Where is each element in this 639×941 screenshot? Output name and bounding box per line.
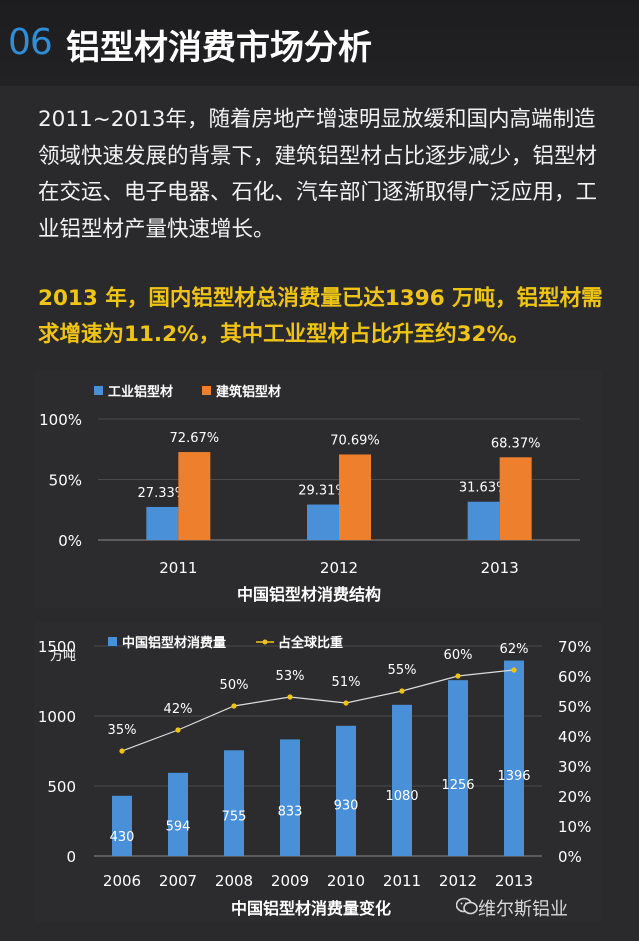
data-label: 755: [222, 809, 247, 824]
bar: [307, 504, 339, 540]
x-tick-label: 2009: [271, 872, 309, 890]
y-right-tick-label: 0%: [558, 848, 582, 866]
bar: [339, 454, 371, 540]
data-label: 1080: [385, 789, 418, 804]
line-data-label: 50%: [220, 678, 249, 693]
x-tick-label: 2011: [383, 872, 421, 890]
line-data-label: 51%: [332, 675, 361, 690]
bar: [112, 795, 132, 856]
data-label: 1256: [441, 778, 474, 793]
y-right-tick-label: 20%: [558, 788, 591, 806]
y-right-tick-label: 60%: [558, 668, 591, 686]
line-data-label: 42%: [164, 702, 193, 717]
data-label: 31.63%: [459, 481, 509, 496]
x-tick-label: 2006: [103, 872, 141, 890]
x-tick-label: 2013: [495, 872, 533, 890]
bar: [280, 739, 300, 856]
legend-label: 工业铝型材: [108, 384, 173, 400]
chart-title: 中国铝型材消费结构: [237, 585, 381, 604]
line-marker: [343, 700, 349, 706]
y-right-tick-label: 70%: [558, 638, 591, 656]
y-left-tick-label: 500: [47, 778, 76, 796]
consumption-volume-chart: 0500100015000%10%20%30%40%50%60%70%万吨中国铝…: [38, 635, 592, 918]
legend-swatch: [202, 386, 211, 395]
legend-marker: [262, 639, 268, 645]
bar: [448, 680, 468, 856]
x-tick-label: 2010: [327, 872, 365, 890]
line-marker: [175, 727, 181, 733]
y-tick-label: 0%: [58, 532, 82, 550]
x-tick-label: 2013: [481, 559, 519, 577]
line-marker: [511, 667, 517, 673]
page-title: 铝型材消费市场分析: [66, 28, 372, 68]
line-marker: [455, 673, 461, 679]
consumption-structure-panel: 工业铝型材 建筑铝型材 0% 50% 100% 2011 27.33% 72.67% 2012 2…: [34, 370, 602, 608]
header-bar: 06 铝型材消费市场分析: [0, 0, 639, 86]
highlight-paragraph: 2013 年，国内铝型材总消费量已达1396 万吨，铝型材需求增速为11.2%，…: [38, 286, 603, 347]
y-right-tick-label: 30%: [558, 758, 591, 776]
line-marker: [231, 703, 237, 709]
consumption-volume-panel: 0 500 1000 1500 0% 10% 20% 30% 40% 50% 60% 70% 万吨 中国铝…: [34, 622, 602, 922]
bar: [504, 660, 524, 856]
y-tick-label: 50%: [49, 472, 82, 490]
y-left-tick-label: 0: [66, 848, 76, 866]
bar: [392, 704, 412, 856]
bar: [168, 772, 188, 856]
line-data-label: 35%: [108, 723, 137, 738]
bar: [178, 452, 211, 540]
line-marker: [287, 694, 293, 700]
data-label: 930: [334, 798, 359, 813]
share-line: [121, 669, 515, 752]
line-data-label: 62%: [500, 642, 529, 657]
y-left-tick-label: 1000: [38, 708, 76, 726]
section-number: 06: [8, 22, 53, 63]
bar: [467, 501, 500, 540]
legend-label: 中国铝型材消费量: [122, 635, 226, 651]
data-label: 833: [278, 805, 303, 820]
line-marker: [399, 688, 405, 694]
data-label: 594: [166, 820, 191, 835]
consumption-structure-chart: 工业铝型材 建筑铝型材 0% 50% 100% 2011 27.33% 72.67% 2012 2…: [39, 384, 580, 604]
watermark-text: 维尔斯铝业: [478, 899, 568, 920]
y-left-tick-label: 1500: [38, 638, 76, 656]
intro-paragraph: 2011~2013年，随着房地产增速明显放缓和国内高端制造领域快速发展的背景下，…: [38, 107, 598, 242]
data-label: 27.33%: [138, 486, 188, 501]
x-tick-label: 2011: [159, 559, 197, 577]
legend-label: 建筑铝型材: [216, 384, 281, 400]
chart-title: 中国铝型材消费量变化: [231, 899, 391, 918]
legend-swatch: [108, 637, 117, 646]
data-label: 29.31%: [298, 484, 348, 499]
line-data-label: 53%: [276, 669, 305, 684]
y-right-tick-label: 10%: [558, 818, 591, 836]
data-label: 430: [110, 830, 135, 845]
x-tick-label: 2012: [439, 872, 477, 890]
data-label: 70.69%: [330, 433, 380, 448]
data-label: 1396: [497, 769, 530, 784]
x-tick-label: 2008: [215, 872, 253, 890]
bar: [499, 457, 532, 540]
bar: [336, 725, 356, 856]
bar: [224, 750, 244, 856]
wechat-icon: [456, 897, 478, 915]
y-axis-unit: 万吨: [50, 649, 76, 664]
x-tick-label: 2012: [320, 559, 358, 577]
legend-label: 占全球比重: [278, 635, 343, 651]
line-data-label: 60%: [444, 648, 473, 663]
y-tick-label: 100%: [39, 411, 82, 429]
y-right-tick-label: 40%: [558, 728, 591, 746]
line-data-label: 55%: [388, 663, 417, 678]
legend-swatch: [94, 386, 103, 395]
y-right-tick-label: 50%: [558, 698, 591, 716]
bar: [146, 506, 179, 540]
data-label: 72.67%: [170, 431, 220, 446]
line-marker: [119, 748, 125, 754]
x-tick-label: 2007: [159, 872, 197, 890]
data-label: 68.37%: [491, 436, 541, 451]
